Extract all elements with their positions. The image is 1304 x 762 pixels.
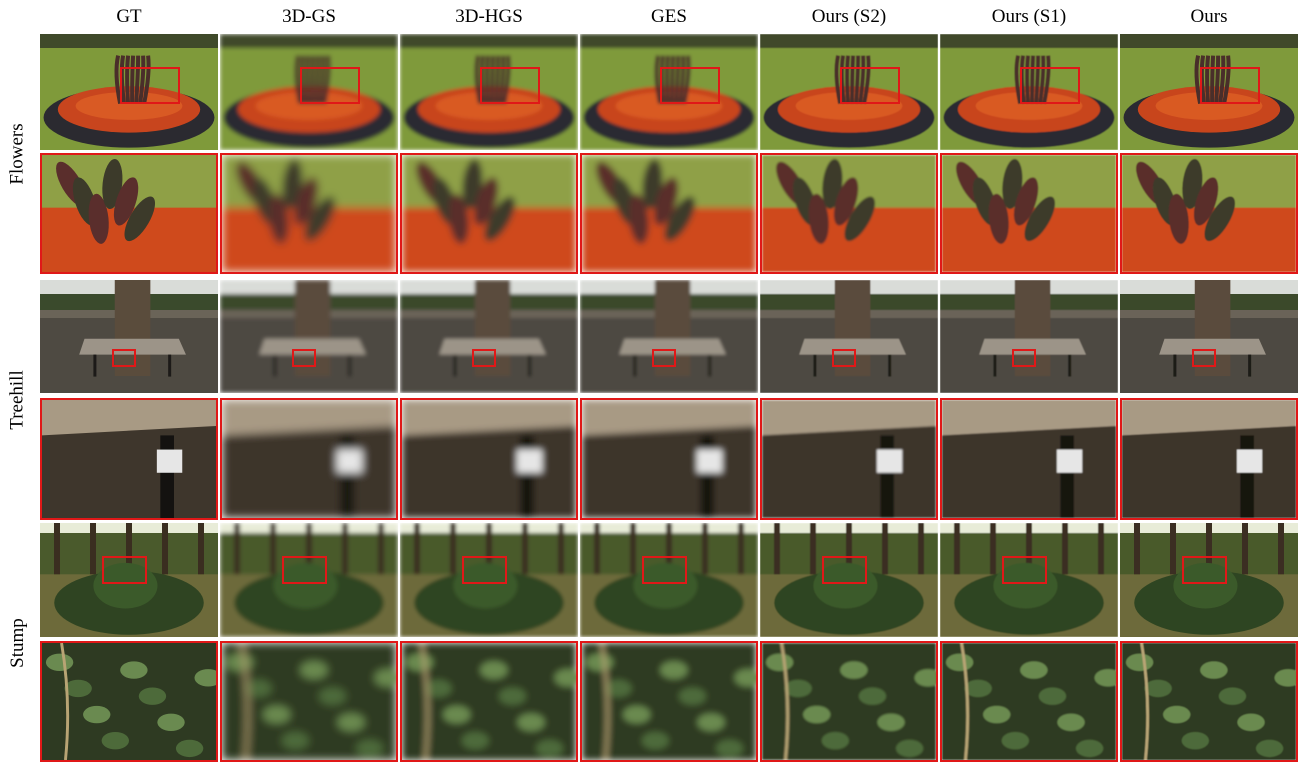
scene-image — [940, 523, 1118, 637]
scene-image — [40, 523, 218, 637]
zoomed-crop-image — [940, 153, 1118, 274]
column-header: 3D-HGS — [455, 6, 523, 27]
zoomed-crop-image — [760, 153, 938, 274]
zoomed-crop-image — [760, 398, 938, 520]
scene-image — [760, 34, 938, 150]
scene-image — [40, 280, 218, 393]
zoomed-crop-image — [1120, 153, 1298, 274]
row-label-text: Stump — [7, 617, 28, 668]
zoom-region-box — [840, 67, 900, 104]
zoomed-crop-image — [580, 398, 758, 520]
zoom-region-box — [300, 67, 360, 104]
zoom-region-box — [102, 556, 147, 584]
zoomed-crop-image — [220, 641, 398, 762]
zoom-region-box — [462, 556, 507, 584]
scene-image — [1120, 34, 1298, 150]
scene-image — [1120, 280, 1298, 393]
zoomed-crop-image — [220, 153, 398, 274]
scene-image — [400, 280, 578, 393]
scene-image — [940, 280, 1118, 393]
row-label: Flowers — [0, 34, 36, 274]
zoomed-crop-image — [940, 641, 1118, 762]
zoom-region-box — [1002, 556, 1047, 584]
column-header: GES — [651, 6, 687, 27]
zoomed-crop-image — [400, 398, 578, 520]
scene-image — [760, 280, 938, 393]
column-header: Ours — [1190, 6, 1228, 27]
scene-image — [40, 34, 218, 150]
zoom-region-box — [112, 349, 136, 367]
zoomed-crop-image — [580, 641, 758, 762]
zoom-region-box — [472, 349, 496, 367]
zoom-region-box — [642, 556, 687, 584]
scene-image — [220, 280, 398, 393]
scene-image — [1120, 523, 1298, 637]
zoomed-crop-image — [40, 641, 218, 762]
zoomed-crop-image — [760, 641, 938, 762]
zoom-region-box — [480, 67, 540, 104]
zoom-region-box — [120, 67, 180, 104]
column-header: GT — [116, 6, 142, 27]
zoom-region-box — [832, 349, 856, 367]
scene-image — [220, 34, 398, 150]
scene-image — [400, 34, 578, 150]
zoomed-crop-image — [40, 398, 218, 520]
zoomed-crop-image — [400, 641, 578, 762]
scene-image — [580, 280, 758, 393]
scene-image — [400, 523, 578, 637]
row-label-text: Flowers — [7, 123, 29, 185]
zoom-region-box — [1012, 349, 1036, 367]
zoom-region-box — [1200, 67, 1260, 104]
zoom-region-box — [292, 349, 316, 367]
zoomed-crop-image — [580, 153, 758, 274]
scene-image — [940, 34, 1118, 150]
row-label-text: Treehill — [7, 370, 28, 430]
zoom-region-box — [1020, 67, 1080, 104]
zoomed-crop-image — [940, 398, 1118, 520]
column-header: Ours (S1) — [991, 6, 1067, 27]
zoom-region-box — [282, 556, 327, 584]
zoomed-crop-image — [400, 153, 578, 274]
zoom-region-box — [1192, 349, 1216, 367]
zoom-region-box — [822, 556, 867, 584]
zoom-region-box — [660, 67, 720, 104]
row-label: Treehill — [0, 280, 36, 520]
column-header: 3D-GS — [282, 6, 336, 27]
scene-image — [580, 523, 758, 637]
scene-image — [580, 34, 758, 150]
zoom-region-box — [652, 349, 676, 367]
zoom-region-box — [1182, 556, 1227, 584]
zoomed-crop-image — [40, 153, 218, 274]
zoomed-crop-image — [1120, 398, 1298, 520]
zoomed-crop-image — [220, 398, 398, 520]
row-label: Stump — [0, 523, 36, 762]
scene-image — [220, 523, 398, 637]
column-header: Ours (S2) — [811, 6, 887, 27]
scene-image — [760, 523, 938, 637]
zoomed-crop-image — [1120, 641, 1298, 762]
